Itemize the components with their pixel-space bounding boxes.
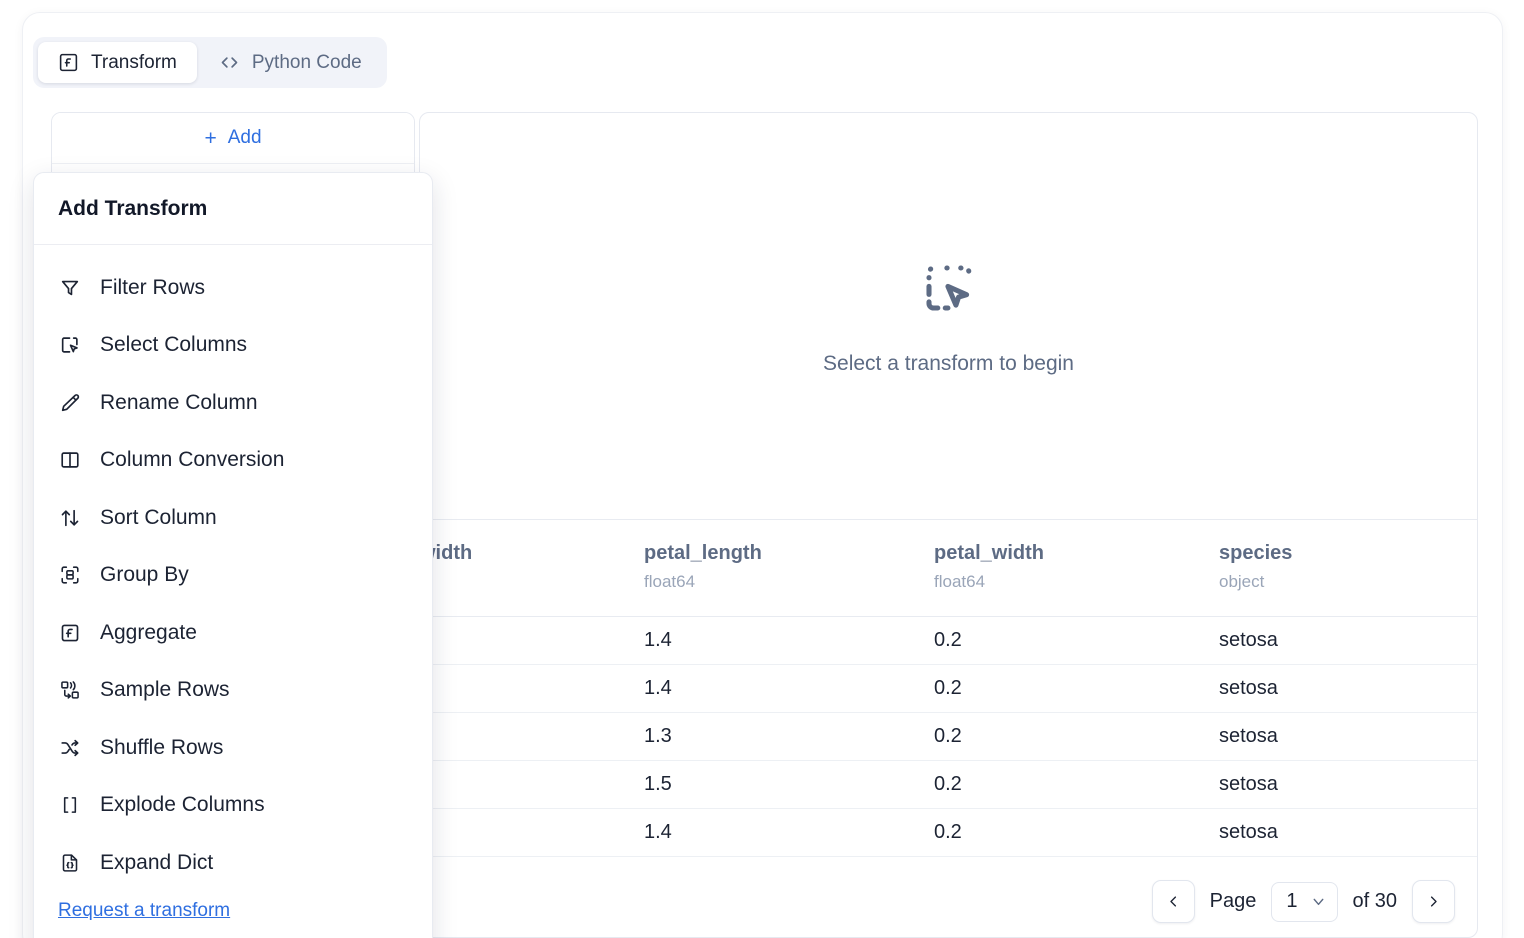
menu-item-filter-rows[interactable]: Filter Rows <box>34 259 432 317</box>
column-header-petal-width[interactable]: petal_width float64 <box>934 519 1219 617</box>
file-braces-icon <box>58 851 82 875</box>
pagination: Page 1 of 30 <box>1151 880 1455 923</box>
table-row[interactable]: 1.4 0.2 setosa <box>420 616 1477 665</box>
funnel-icon <box>58 276 82 300</box>
plus-icon: + <box>204 126 217 150</box>
menu-item-sample-rows[interactable]: Sample Rows <box>34 662 432 720</box>
cell-petal-width: 0.2 <box>934 664 1219 713</box>
cell-petal-width: 0.2 <box>934 808 1219 857</box>
menu-item-label: Sample Rows <box>100 678 230 702</box>
transform-menu: Filter Rows Select Columns <box>34 245 432 922</box>
menu-item-label: Shuffle Rows <box>100 735 224 759</box>
cell-width <box>420 664 644 713</box>
chevron-right-icon <box>1430 896 1437 907</box>
menu-item-select-columns[interactable]: Select Columns <box>34 317 432 375</box>
table-row[interactable]: 1.4 0.2 setosa <box>420 664 1477 713</box>
cell-width <box>420 712 644 761</box>
table-row[interactable]: 1.3 0.2 setosa <box>420 712 1477 761</box>
cell-species: setosa <box>1219 808 1477 857</box>
menu-item-explode-columns[interactable]: Explode Columns <box>34 777 432 835</box>
cell-petal-width: 0.2 <box>934 712 1219 761</box>
cell-species: setosa <box>1219 616 1477 665</box>
transform-detail-pane: Select a transform to begin width petal_… <box>419 112 1478 938</box>
prev-page-button[interactable] <box>1151 880 1195 923</box>
tab-transform[interactable]: Transform <box>38 42 197 83</box>
cell-petal-length: 1.4 <box>644 664 934 713</box>
cell-petal-length: 1.4 <box>644 808 934 857</box>
menu-item-label: Rename Column <box>100 390 258 414</box>
group-frame-icon <box>58 563 82 587</box>
shuffle-icon <box>58 736 82 760</box>
menu-item-rename-column[interactable]: Rename Column <box>34 374 432 432</box>
column-header-species[interactable]: species object <box>1219 519 1477 617</box>
columns-icon <box>58 448 82 472</box>
view-tabs: Transform Python Code <box>33 37 387 88</box>
page-label: Page <box>1209 890 1257 912</box>
cell-species: setosa <box>1219 760 1477 809</box>
chevron-left-icon <box>1169 896 1176 907</box>
cell-petal-width: 0.2 <box>934 760 1219 809</box>
menu-item-aggregate[interactable]: Aggregate <box>34 604 432 662</box>
empty-state: Select a transform to begin <box>420 113 1477 518</box>
next-page-button[interactable] <box>1412 880 1455 923</box>
menu-item-label: Aggregate <box>100 620 197 644</box>
cursor-box-icon <box>58 333 82 357</box>
dropdown-title: Add Transform <box>34 173 432 245</box>
column-header-width[interactable]: width <box>420 519 644 617</box>
sample-rows-icon <box>58 678 82 702</box>
menu-item-label: Group By <box>100 563 189 587</box>
table-row[interactable]: 1.4 0.2 setosa <box>420 808 1477 857</box>
page-number-value: 1 <box>1286 890 1298 912</box>
page-number-select[interactable]: 1 <box>1271 881 1338 922</box>
column-header-petal-length[interactable]: petal_length float64 <box>644 519 934 617</box>
chevron-down-icon <box>1313 898 1323 906</box>
menu-item-label: Filter Rows <box>100 275 206 299</box>
menu-item-label: Column Conversion <box>100 448 285 472</box>
tab-python-code[interactable]: Python Code <box>199 42 382 83</box>
menu-item-label: Sort Column <box>100 505 217 529</box>
function-box-icon <box>58 621 82 645</box>
menu-item-group-by[interactable]: Group By <box>34 547 432 605</box>
menu-item-shuffle-rows[interactable]: Shuffle Rows <box>34 719 432 777</box>
table-body: 1.4 0.2 setosa 1.4 0.2 setosa 1.3 0.2 <box>420 616 1477 857</box>
dashed-square-cursor-icon <box>917 256 981 320</box>
add-transform-button[interactable]: + Add <box>52 113 414 164</box>
cell-species: setosa <box>1219 712 1477 761</box>
menu-item-sort-column[interactable]: Sort Column <box>34 489 432 547</box>
page-total-label: of 30 <box>1352 890 1397 912</box>
cell-species: setosa <box>1219 664 1477 713</box>
function-box-icon <box>58 52 79 73</box>
sort-arrows-icon <box>58 506 82 530</box>
add-transform-label: Add <box>227 127 262 148</box>
pencil-icon <box>58 391 82 415</box>
cell-width <box>420 616 644 665</box>
cell-petal-width: 0.2 <box>934 616 1219 665</box>
cell-petal-length: 1.4 <box>644 616 934 665</box>
request-transform-link[interactable]: Request a transform <box>58 899 231 921</box>
cell-width <box>420 808 644 857</box>
brackets-icon <box>58 793 82 817</box>
table-header-row: width petal_length float64 petal_width f… <box>420 519 1477 617</box>
menu-item-label: Expand Dict <box>100 850 214 874</box>
cell-petal-length: 1.5 <box>644 760 934 809</box>
cell-width <box>420 760 644 809</box>
tab-python-code-label: Python Code <box>251 51 362 73</box>
menu-item-expand-dict[interactable]: Expand Dict <box>34 834 432 892</box>
code-brackets-icon <box>219 52 240 73</box>
empty-state-text: Select a transform to begin <box>823 351 1074 375</box>
table-row[interactable]: 1.5 0.2 setosa <box>420 760 1477 809</box>
menu-item-label: Select Columns <box>100 333 248 357</box>
tab-transform-label: Transform <box>91 51 177 73</box>
dropdown-footer: Request a transform <box>34 892 432 922</box>
add-transform-dropdown: Add Transform Filter Rows <box>33 172 433 938</box>
cell-petal-length: 1.3 <box>644 712 934 761</box>
menu-item-column-conversion[interactable]: Column Conversion <box>34 432 432 490</box>
menu-item-label: Explode Columns <box>100 793 265 817</box>
data-table: width petal_length float64 petal_width f… <box>420 519 1477 937</box>
